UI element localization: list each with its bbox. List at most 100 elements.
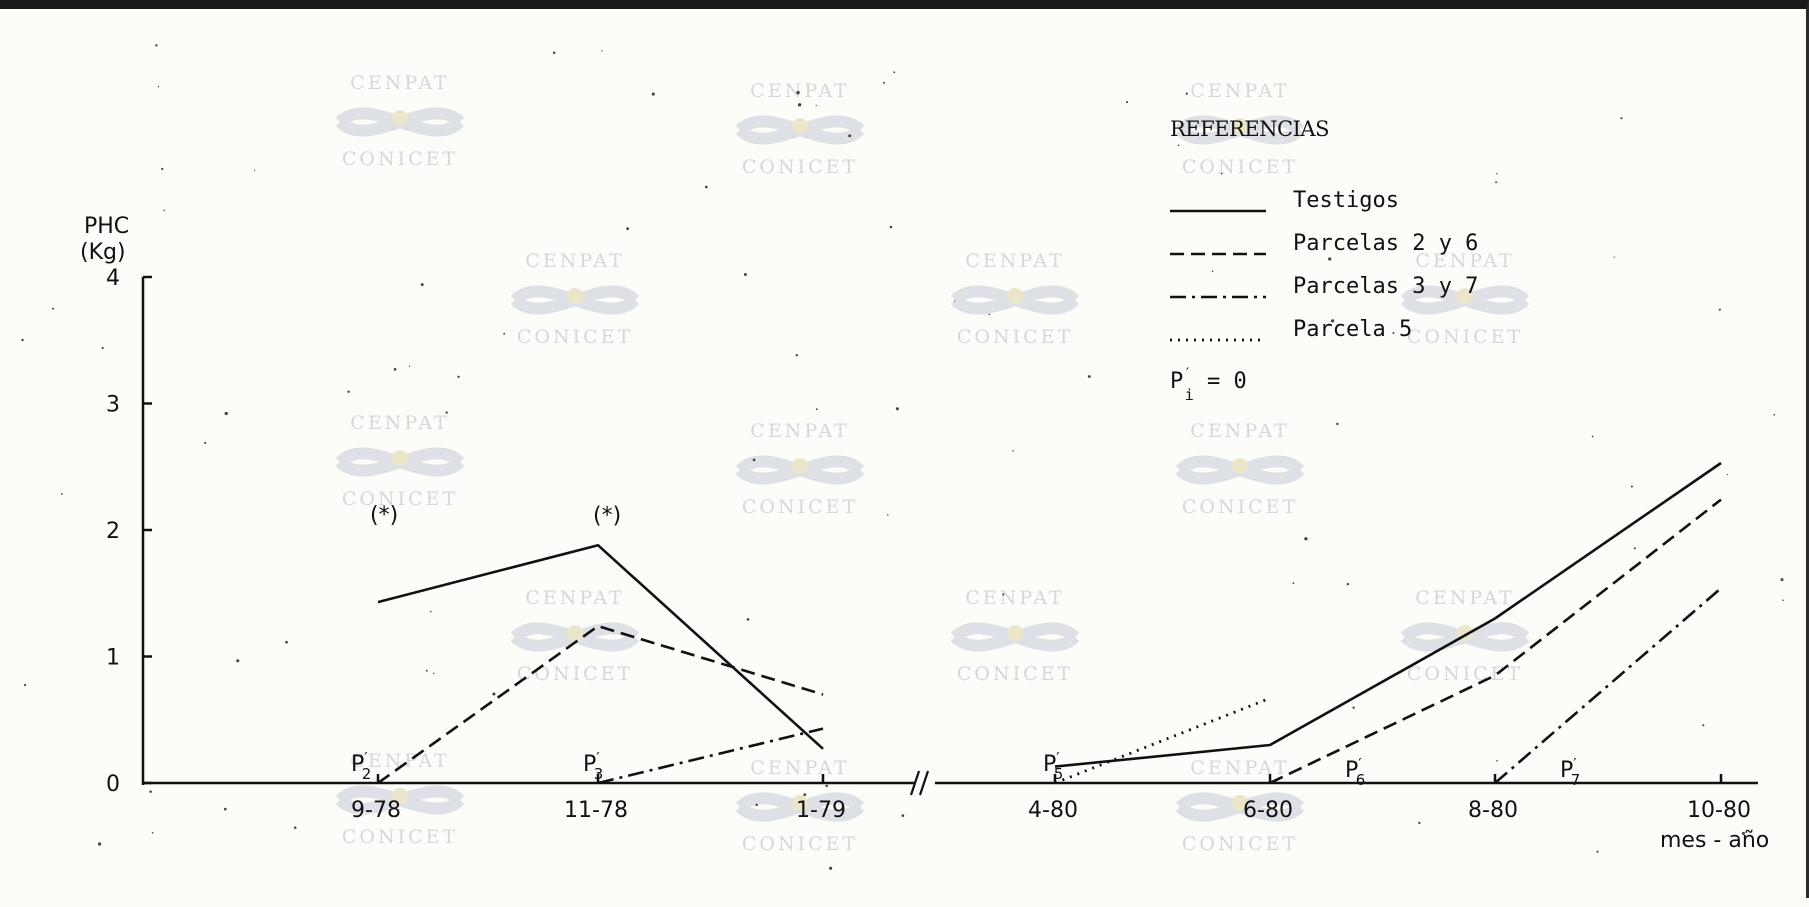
scan-speck: [1212, 271, 1214, 273]
scan-speck: [254, 170, 255, 171]
watermark-top-text: CENPAT: [525, 250, 624, 272]
scan-speck: [52, 308, 54, 310]
scan-speck: [457, 376, 459, 378]
watermark-bottom-text: CONICET: [1182, 156, 1298, 178]
scan-speck: [1293, 582, 1295, 584]
scan-speck: [1002, 593, 1004, 595]
scan-speck: [1596, 851, 1598, 853]
watermark-bottom-text: CONICET: [742, 156, 858, 178]
scan-speck: [149, 790, 152, 793]
scan-speck: [902, 814, 905, 817]
scan-speck: [553, 51, 556, 54]
x-tick-label: 1-79: [796, 798, 846, 823]
legend-title: REFERENCIAS: [1170, 117, 1329, 141]
scan-speck: [1634, 547, 1636, 549]
annotation-label: (*): [593, 504, 621, 529]
scan-speck: [601, 50, 602, 51]
legend-label: Parcelas 2 y 6: [1293, 231, 1478, 256]
watermark-sun-icon: [1232, 458, 1248, 474]
watermark-bottom-text: CONICET: [517, 663, 633, 685]
watermark-top-text: CENPAT: [1190, 80, 1289, 102]
scan-speck: [1496, 173, 1497, 174]
x-tick-label: 4-80: [1028, 798, 1078, 823]
scan-speck: [421, 283, 424, 286]
scan-speck: [446, 411, 448, 413]
scan-speck: [954, 300, 955, 301]
x-tick-label: 8-80: [1468, 798, 1518, 823]
watermark-bottom-text: CONICET: [342, 148, 458, 170]
watermark-sun-icon: [392, 110, 408, 126]
scan-speck: [1221, 173, 1223, 175]
scan-specks: [21, 44, 1784, 870]
watermark-bottom-text: CONICET: [957, 326, 1073, 348]
scan-speck: [1782, 599, 1784, 601]
watermark-top-text: CENPAT: [1415, 587, 1514, 609]
y-tick-label: 1: [106, 646, 120, 671]
scan-speck: [294, 826, 297, 829]
scan-speck: [394, 368, 397, 371]
scan-speck: [1178, 144, 1180, 146]
scan-speck: [753, 459, 756, 462]
scan-speck: [1592, 436, 1594, 438]
scan-speck: [1702, 724, 1704, 726]
legend-note-text: P′i = 0: [1170, 366, 1247, 404]
scan-speck: [1495, 181, 1497, 183]
scan-speck: [433, 673, 435, 675]
scan-speck: [825, 785, 828, 788]
scan-speck: [816, 408, 818, 410]
scan-speck: [492, 692, 495, 695]
watermark-sun-icon: [567, 625, 583, 641]
watermark-top-text: CENPAT: [1190, 757, 1289, 779]
scan-speck: [626, 227, 629, 230]
scan-speck: [24, 684, 26, 686]
watermark-bottom-text: CONICET: [742, 496, 858, 518]
scan-speck: [796, 354, 798, 356]
watermark-top-text: CENPAT: [350, 412, 449, 434]
scan-speck: [161, 168, 163, 170]
scan-speck: [755, 804, 757, 806]
phc-line-chart: CENPAT CONICET CENPAT CONICET CENPAT CONICET C…: [0, 9, 1809, 907]
scan-speck: [1328, 257, 1331, 260]
scan-speck: [1012, 450, 1014, 452]
scan-speck: [236, 659, 239, 662]
watermark-bottom-text: CONICET: [1182, 496, 1298, 518]
watermark-bottom-text: CONICET: [1407, 326, 1523, 348]
legend-note: P′i = 0: [1170, 366, 1247, 404]
scan-speck: [426, 670, 428, 672]
scan-speck: [893, 71, 895, 73]
series-line-dashdot: [1495, 588, 1721, 783]
watermark-bottom-text: CONICET: [957, 663, 1073, 685]
watermark-top-text: CENPAT: [750, 80, 849, 102]
scan-speck: [1620, 117, 1622, 119]
scan-speck: [1631, 485, 1633, 487]
scan-speck: [1347, 583, 1349, 585]
scan-speck: [1088, 375, 1091, 378]
y-axis-label-line1: PHC: [84, 214, 129, 239]
scan-speck: [21, 339, 23, 341]
watermark-top-text: CENPAT: [750, 420, 849, 442]
scan-speck: [1614, 256, 1615, 257]
scan-speck: [1418, 822, 1420, 824]
scan-speck: [988, 314, 990, 316]
y-tick-label: 2: [106, 519, 120, 544]
watermark-sun-icon: [1007, 625, 1023, 641]
x-axis-label: mes - año: [1660, 828, 1769, 853]
watermark-sun-icon: [567, 288, 583, 304]
watermark-top-text: CENPAT: [525, 587, 624, 609]
scan-speck: [816, 105, 817, 106]
x-tick-label: 6-80: [1243, 798, 1293, 823]
watermark-top-text: CENPAT: [965, 587, 1064, 609]
scan-speck: [705, 186, 708, 189]
scan-speck: [890, 226, 893, 229]
y-tick-label: 4: [106, 266, 120, 291]
scan-speck: [204, 442, 206, 444]
scan-speck: [744, 273, 747, 276]
x-tick-label: 10-80: [1687, 798, 1751, 823]
watermark-top-text: CENPAT: [1190, 420, 1289, 442]
scan-speck: [747, 618, 750, 621]
scan-speck: [61, 493, 63, 495]
watermark-top-text: CENPAT: [750, 757, 849, 779]
legend-label: Testigos: [1293, 188, 1399, 213]
